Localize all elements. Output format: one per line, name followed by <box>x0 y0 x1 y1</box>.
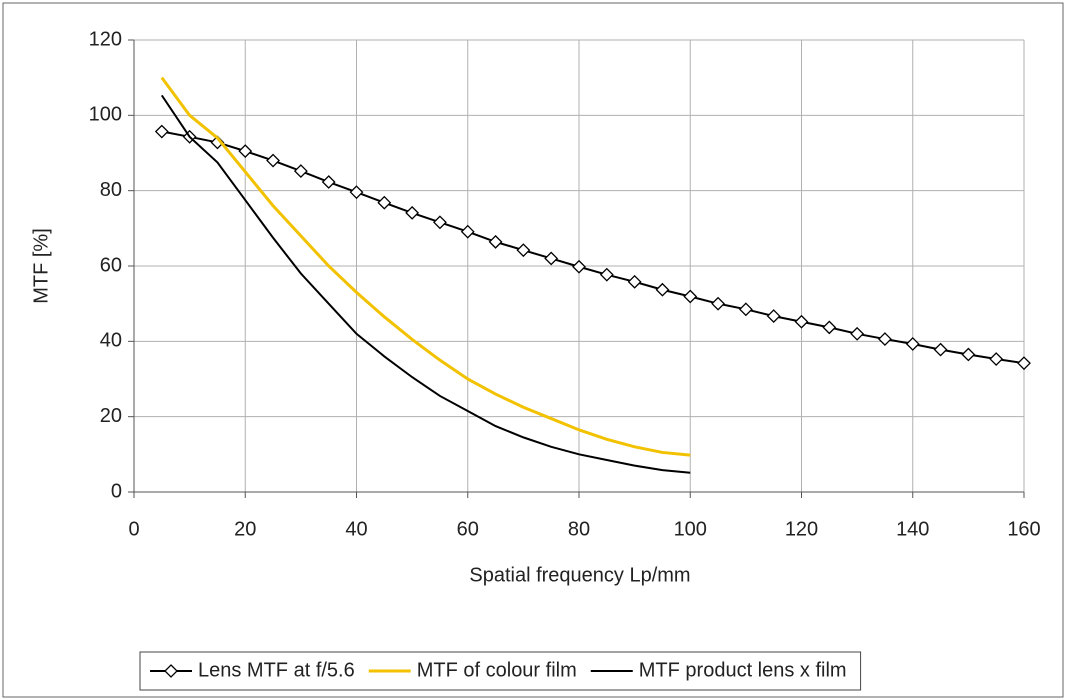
x-tick-label: 160 <box>1007 518 1040 540</box>
legend-label: Lens MTF at f/5.6 <box>198 659 355 681</box>
x-tick-label: 120 <box>785 518 818 540</box>
marker <box>293 164 308 178</box>
x-tick-label: 20 <box>234 518 256 540</box>
x-tick-label: 60 <box>457 518 479 540</box>
marker <box>822 320 837 335</box>
marker <box>544 251 559 266</box>
marker <box>711 296 725 311</box>
marker <box>405 205 420 220</box>
marker <box>266 153 280 168</box>
marker <box>238 144 253 159</box>
marker <box>488 234 503 249</box>
legend-label: MTF product lens x film <box>639 659 847 681</box>
marker <box>460 224 475 239</box>
marker <box>516 243 531 258</box>
marker <box>599 267 614 282</box>
marker <box>738 302 753 317</box>
y-tick-label: 100 <box>89 104 122 126</box>
marker <box>154 124 169 139</box>
x-axis-title: Spatial frequency Lp/mm <box>469 564 690 586</box>
y-tick-label: 60 <box>100 254 122 276</box>
y-tick-label: 80 <box>100 179 122 201</box>
legend-box <box>139 651 862 691</box>
marker <box>572 259 586 274</box>
marker <box>766 309 781 324</box>
y-axis-title: MTF [%] <box>30 228 52 304</box>
x-tick-label: 140 <box>896 518 929 540</box>
marker <box>1017 356 1031 371</box>
x-tick-label: 0 <box>128 518 139 540</box>
marker <box>349 185 364 200</box>
y-tick-label: 120 <box>89 28 122 50</box>
marker <box>655 282 670 297</box>
y-tick-label: 0 <box>111 480 122 502</box>
marker <box>850 326 865 341</box>
x-tick-label: 100 <box>674 518 707 540</box>
marker <box>433 215 447 230</box>
marker <box>933 342 948 357</box>
x-tick-label: 80 <box>568 518 590 540</box>
y-tick-label: 20 <box>100 405 122 427</box>
series-line <box>160 76 691 457</box>
marker <box>683 289 698 304</box>
y-tick-label: 40 <box>100 330 122 352</box>
series-line <box>160 94 691 474</box>
x-tick-label: 40 <box>345 518 367 540</box>
marker <box>627 274 642 289</box>
marker <box>989 352 1004 366</box>
legend-label: MTF of colour film <box>417 659 577 681</box>
marker <box>377 195 392 210</box>
marker <box>794 314 809 329</box>
marker <box>961 347 976 362</box>
marker <box>321 175 336 189</box>
series-line <box>161 130 1025 365</box>
marker <box>905 337 920 351</box>
legend-marker <box>164 664 178 678</box>
marker <box>878 332 892 346</box>
legend: Lens MTF at f/5.6 MTF of colour film MTF p… <box>139 651 862 691</box>
